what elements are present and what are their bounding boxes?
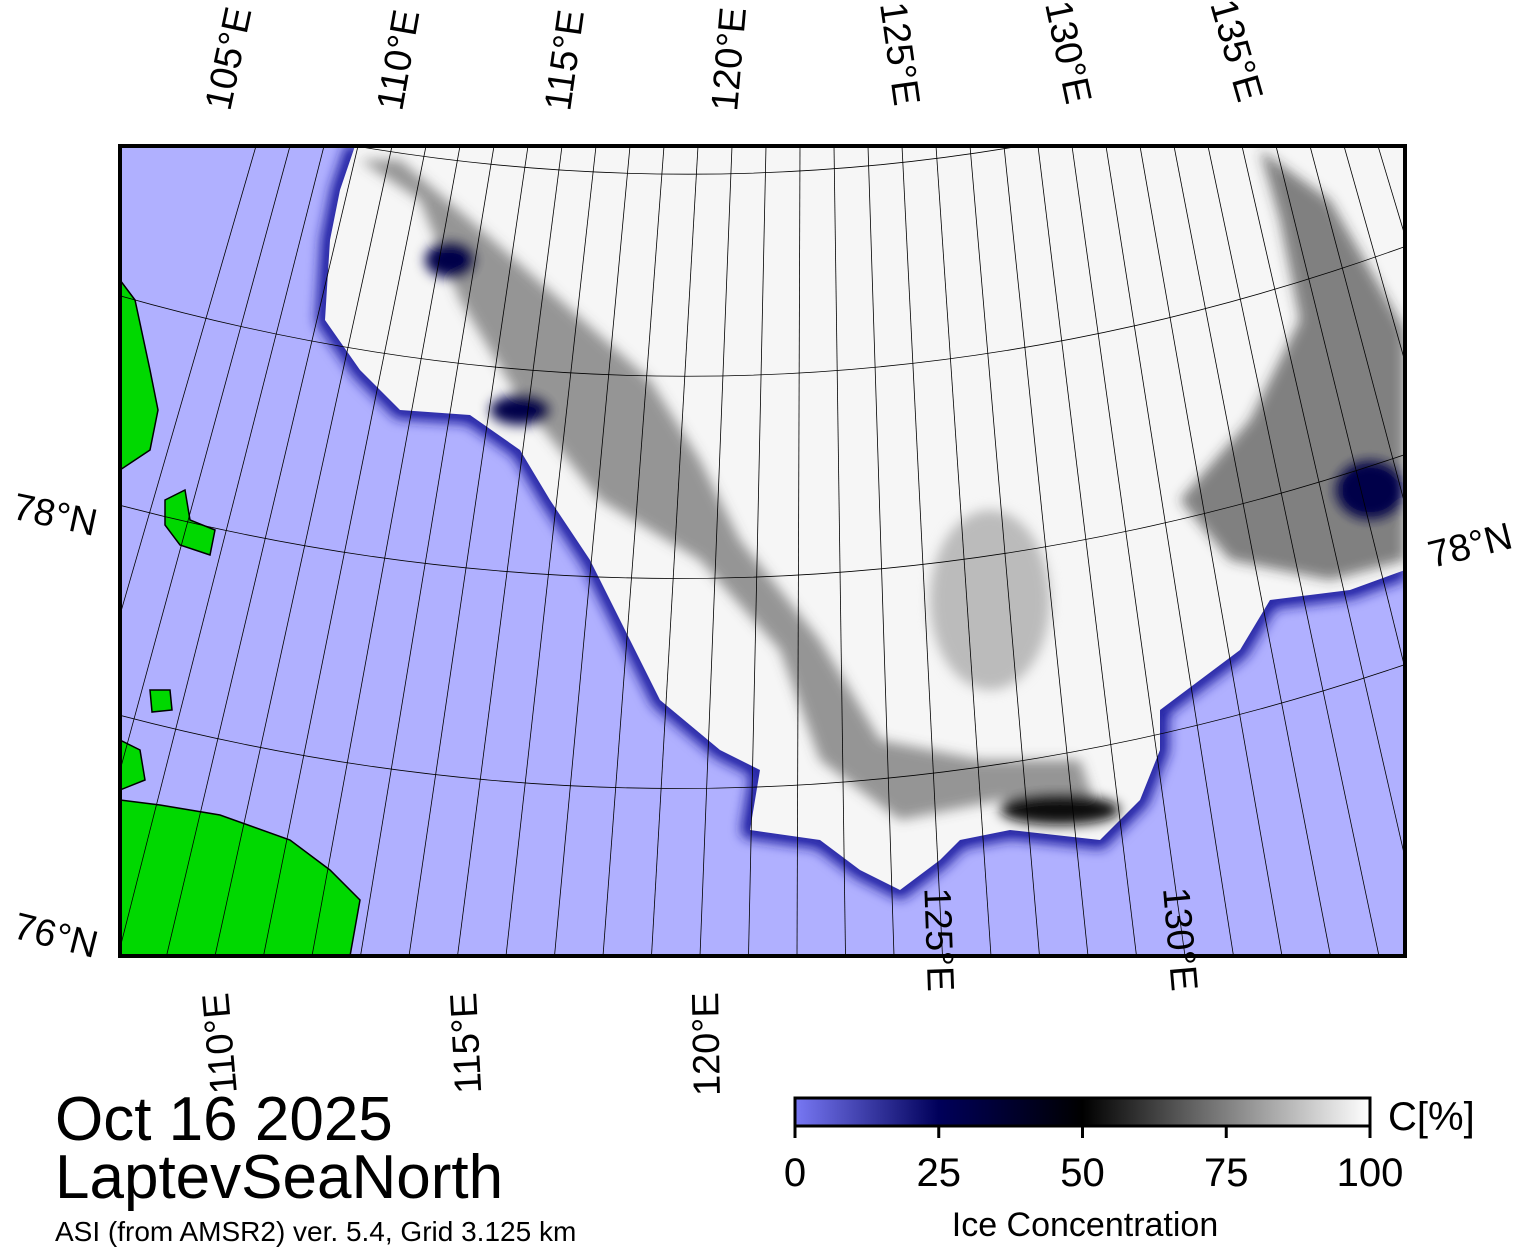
meridian bbox=[1275, 146, 1405, 671]
meridian bbox=[1139, 146, 1283, 956]
meridian bbox=[833, 146, 846, 956]
latitude-label: 76°N bbox=[9, 905, 102, 966]
region: LaptevSeaNorth bbox=[55, 1143, 503, 1212]
meridian bbox=[602, 146, 665, 956]
meridian bbox=[867, 146, 895, 956]
colorbar-tick-label: 25 bbox=[917, 1151, 962, 1195]
map-area bbox=[120, 146, 1528, 956]
meridian bbox=[408, 146, 529, 956]
subtitle: ASI (from AMSR2) ver. 5.4, Grid 3.125 km bbox=[55, 1216, 576, 1247]
meridian bbox=[120, 146, 325, 950]
colorbar-ticks: 0 25 50 75 100 bbox=[784, 1126, 1404, 1195]
longitude-label: 115°E bbox=[443, 992, 490, 1095]
meridian bbox=[935, 146, 992, 956]
longitude-label: 130°E bbox=[1154, 886, 1205, 993]
meridian bbox=[120, 146, 257, 617]
longitude-label: 110°E bbox=[195, 991, 246, 1095]
colorbar bbox=[793, 1096, 1372, 1128]
parallel bbox=[120, 246, 1405, 377]
meridian bbox=[166, 146, 359, 956]
colorbar-unit: C[%] bbox=[1388, 1095, 1475, 1139]
meridian bbox=[651, 146, 699, 956]
meridian bbox=[360, 146, 495, 956]
latitude-label: 78°N bbox=[1424, 515, 1517, 576]
meridian bbox=[457, 146, 563, 956]
meridian bbox=[263, 146, 427, 956]
meridian bbox=[699, 146, 733, 956]
parallel bbox=[120, 664, 1405, 789]
longitude-label: 130°E bbox=[1036, 0, 1099, 108]
meridian bbox=[1343, 146, 1405, 364]
meridian bbox=[969, 146, 1040, 956]
meridian bbox=[748, 146, 767, 956]
meridian bbox=[1514, 146, 1528, 956]
meridian bbox=[1037, 146, 1137, 956]
meridian bbox=[1207, 146, 1380, 956]
longitude-label: 120°E bbox=[704, 6, 755, 113]
latitude-label: 78°N bbox=[9, 486, 101, 545]
longitude-label: 135°E bbox=[1201, 0, 1270, 106]
meridian bbox=[311, 146, 461, 956]
meridian bbox=[901, 146, 943, 956]
longitude-label: 115°E bbox=[537, 7, 593, 113]
graticule bbox=[120, 146, 1528, 956]
parallel bbox=[353, 146, 1023, 175]
meridian bbox=[1071, 146, 1186, 956]
colorbar-tick-label: 0 bbox=[784, 1151, 806, 1195]
meridian bbox=[1173, 146, 1331, 956]
parallel bbox=[120, 454, 1405, 579]
longitude-label: 110°E bbox=[370, 7, 429, 114]
map-frame bbox=[118, 144, 1407, 958]
meridian bbox=[796, 146, 801, 956]
meridian bbox=[214, 146, 393, 956]
meridian bbox=[1241, 146, 1405, 860]
longitude-label: 105°E bbox=[198, 3, 261, 113]
longitude-label: 120°E bbox=[685, 992, 729, 1097]
longitude-label: 125°E bbox=[871, 0, 927, 108]
longitude-label: 125°E bbox=[915, 887, 961, 992]
colorbar-tick-label: 100 bbox=[1337, 1151, 1404, 1195]
meridian bbox=[1105, 146, 1234, 956]
colorbar-title: Ice Concentration bbox=[952, 1206, 1219, 1244]
meridian bbox=[505, 146, 597, 956]
meridian bbox=[1309, 146, 1405, 507]
meridian bbox=[1003, 146, 1089, 956]
meridian bbox=[554, 146, 631, 956]
colorbar-tick-label: 75 bbox=[1204, 1151, 1249, 1195]
date: Oct 16 2025 bbox=[55, 1085, 393, 1154]
colorbar-tick-label: 50 bbox=[1060, 1151, 1105, 1195]
meridian bbox=[120, 146, 291, 773]
